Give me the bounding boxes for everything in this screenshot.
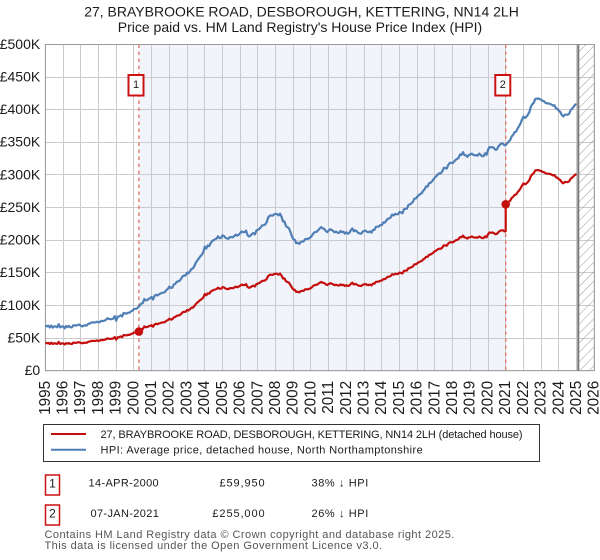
svg-text:2004: 2004 [196, 380, 213, 415]
svg-text:£0: £0 [25, 362, 41, 378]
svg-text:1: 1 [49, 477, 56, 491]
svg-text:2018: 2018 [444, 381, 461, 415]
svg-text:£300K: £300K [0, 166, 41, 182]
svg-text:£200K: £200K [0, 232, 41, 248]
svg-text:£150K: £150K [0, 264, 41, 280]
svg-text:Contains HM Land Registry data: Contains HM Land Registry data © Crown c… [45, 529, 455, 541]
svg-text:2019: 2019 [462, 381, 479, 415]
svg-text:2024: 2024 [550, 380, 567, 415]
svg-text:£400K: £400K [0, 101, 41, 117]
svg-text:Price paid vs. HM Land Registr: Price paid vs. HM Land Registry's House … [118, 19, 482, 35]
svg-text:2008: 2008 [267, 381, 284, 415]
svg-text:2025: 2025 [568, 381, 585, 415]
svg-text:2: 2 [500, 79, 506, 91]
svg-text:£255,000: £255,000 [212, 508, 265, 520]
svg-text:£50K: £50K [7, 329, 40, 345]
svg-text:27, BRAYBROOKE ROAD, DESBOROUG: 27, BRAYBROOKE ROAD, DESBOROUGH, KETTERI… [101, 429, 523, 441]
svg-text:2021: 2021 [497, 381, 514, 415]
svg-text:2006: 2006 [232, 381, 249, 415]
svg-text:1995: 1995 [37, 381, 54, 415]
svg-text:2012: 2012 [338, 381, 355, 415]
svg-text:14-APR-2000: 14-APR-2000 [89, 477, 160, 489]
svg-text:This data is licensed under th: This data is licensed under the Open Gov… [45, 540, 383, 552]
svg-text:£59,950: £59,950 [219, 477, 265, 489]
svg-text:2015: 2015 [391, 381, 408, 415]
svg-text:2000: 2000 [125, 381, 142, 415]
svg-text:2010: 2010 [302, 381, 319, 415]
svg-text:2001: 2001 [143, 381, 160, 415]
svg-text:2011: 2011 [320, 381, 337, 414]
svg-text:2020: 2020 [479, 381, 496, 415]
svg-text:£500K: £500K [0, 36, 41, 52]
svg-text:1996: 1996 [55, 381, 72, 415]
svg-text:HPI: Average price, detached h: HPI: Average price, detached house, Nort… [101, 445, 424, 457]
svg-text:1: 1 [133, 79, 139, 91]
svg-text:2005: 2005 [214, 381, 231, 415]
svg-text:2013: 2013 [356, 381, 373, 415]
svg-text:2022: 2022 [515, 381, 532, 415]
svg-text:2007: 2007 [249, 381, 266, 415]
svg-text:2017: 2017 [426, 381, 443, 415]
svg-text:£250K: £250K [0, 199, 41, 215]
svg-text:£350K: £350K [0, 134, 41, 150]
svg-text:2014: 2014 [373, 380, 390, 415]
svg-text:1998: 1998 [90, 381, 107, 415]
svg-text:2023: 2023 [533, 381, 550, 415]
svg-text:1999: 1999 [108, 381, 125, 415]
svg-text:£100K: £100K [0, 297, 41, 313]
svg-text:£450K: £450K [0, 68, 41, 84]
svg-text:2009: 2009 [285, 381, 302, 415]
svg-text:2003: 2003 [178, 381, 195, 415]
svg-text:2026: 2026 [586, 381, 600, 415]
svg-text:07-JAN-2021: 07-JAN-2021 [91, 508, 160, 520]
svg-text:2016: 2016 [409, 381, 426, 415]
svg-text:2: 2 [49, 507, 56, 521]
svg-text:38% ↓ HPI: 38% ↓ HPI [312, 477, 369, 489]
svg-text:27, BRAYBROOKE ROAD, DESBOROUG: 27, BRAYBROOKE ROAD, DESBOROUGH, KETTERI… [84, 3, 519, 19]
svg-text:26% ↓ HPI: 26% ↓ HPI [312, 508, 369, 520]
svg-text:1997: 1997 [72, 381, 89, 415]
svg-text:2002: 2002 [161, 381, 178, 415]
